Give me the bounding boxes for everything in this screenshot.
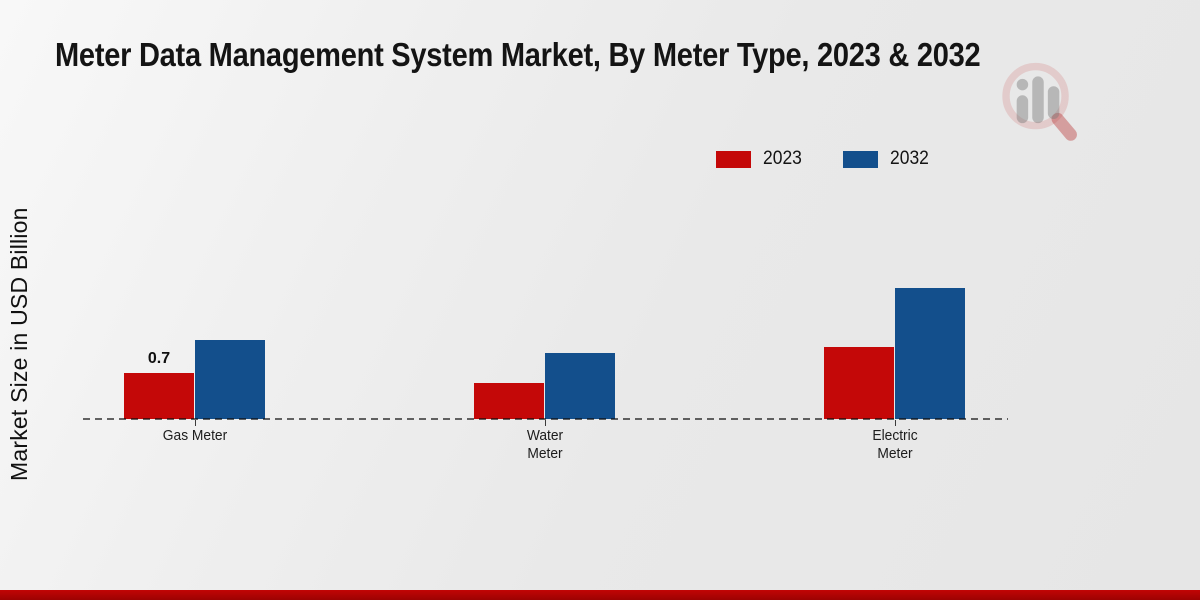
- bar-2032-gas-meter: [195, 340, 265, 419]
- legend-label: 2032: [890, 148, 930, 169]
- legend-item-2032: 2032: [843, 148, 932, 170]
- bar-2023-electric-meter: [824, 347, 894, 419]
- x-axis-tick-gas-meter: [195, 420, 196, 426]
- x-axis-tick-electric-meter: [895, 420, 896, 426]
- legend-label: 2023: [763, 148, 802, 169]
- mrfr-watermark-logo: [1002, 62, 1077, 141]
- legend-swatch-2023: [716, 150, 751, 168]
- footer-accent-bar: [0, 590, 1200, 600]
- category-label-water-meter: Water Meter: [526, 427, 564, 462]
- category-label-electric-meter: Electric Meter: [872, 427, 918, 462]
- bar-2023-gas-meter: [124, 373, 194, 419]
- legend-item-2023: 2023: [716, 148, 805, 170]
- bar-2023-water-meter: [474, 383, 544, 419]
- legend-swatch-2032: [843, 150, 879, 168]
- bar-2032-water-meter: [545, 353, 615, 419]
- bar-value-label: 0.7: [147, 350, 171, 367]
- x-axis-baseline: [83, 418, 1008, 420]
- legend: 2023 2032: [716, 148, 933, 170]
- chart-title: Meter Data Management System Market, By …: [55, 36, 981, 73]
- x-axis-tick-water-meter: [545, 420, 546, 426]
- category-label-gas-meter: Gas Meter: [162, 427, 228, 444]
- bar-2032-electric-meter: [895, 288, 965, 419]
